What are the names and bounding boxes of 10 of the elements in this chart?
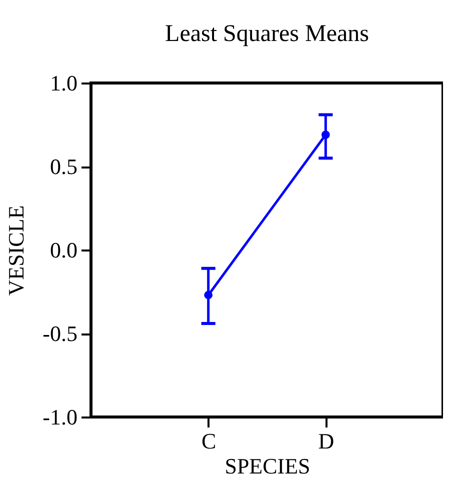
- y-tick-label: 1.0: [50, 70, 78, 96]
- y-tick-label: -0.5: [42, 321, 78, 346]
- x-axis-title: SPECIES: [224, 454, 310, 478]
- x-tick-label: D: [318, 428, 334, 454]
- y-axis-title: VESICLE: [4, 205, 29, 296]
- x-tick-label: C: [201, 428, 216, 454]
- chart-title: Least Squares Means: [165, 21, 369, 47]
- y-tick-label: 0.5: [50, 154, 78, 179]
- y-tick-label: -1.0: [42, 404, 78, 430]
- y-tick-label: 0.0: [50, 238, 78, 262]
